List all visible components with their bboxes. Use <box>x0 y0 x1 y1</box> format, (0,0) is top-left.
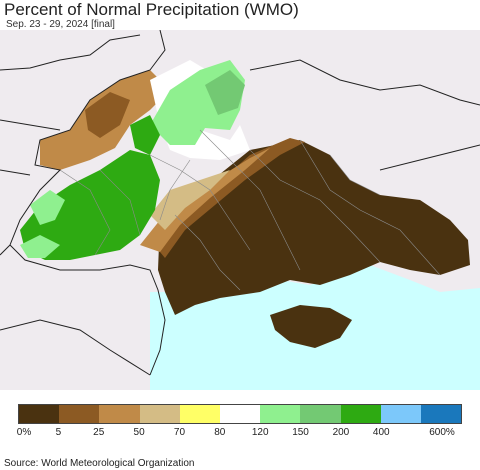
legend-tick-7: 150 <box>292 427 309 438</box>
legend-tick-1: 5 <box>55 427 62 438</box>
region-light-green-west2 <box>20 235 60 258</box>
color-legend <box>18 404 462 424</box>
region-green-west <box>20 150 160 260</box>
precipitation-map <box>0 30 480 390</box>
map-title: Percent of Normal Precipitation (WMO) <box>4 0 299 19</box>
legend-swatch-1 <box>59 405 100 423</box>
legend-tick-6: 120 <box>251 427 269 438</box>
legend-swatch-9 <box>380 405 421 423</box>
region-medium-green <box>205 70 245 115</box>
legend-swatch-7 <box>300 405 341 423</box>
data-source: Source: World Meteorological Organizatio… <box>4 458 195 469</box>
legend-tick-10: 600% <box>429 427 455 438</box>
legend-tick-labels: 0% 5 25 50 70 80 120 150 200 400 600% <box>0 427 480 441</box>
legend-swatch-8 <box>340 405 381 423</box>
legend-swatch-3 <box>139 405 180 423</box>
legend-swatch-4 <box>179 405 220 423</box>
region-brown-band <box>150 138 305 258</box>
legend-tick-4: 70 <box>173 427 186 438</box>
legend-tick-3: 50 <box>133 427 145 438</box>
legend-tick-5: 80 <box>214 427 226 438</box>
region-northwest-dark <box>85 92 130 138</box>
legend-tick-9: 400 <box>372 427 390 438</box>
legend-swatch-0 <box>19 405 60 423</box>
legend-swatch-2 <box>99 405 140 423</box>
legend-swatch-10 <box>420 405 462 423</box>
region-tan-band <box>140 148 270 252</box>
region-green-north <box>130 115 160 155</box>
legend-tick-2: 25 <box>93 427 105 438</box>
region-light-green-west <box>30 190 65 225</box>
legend-swatch-6 <box>260 405 301 423</box>
legend-tick-0: 0% <box>16 427 32 438</box>
map-date-range: Sep. 23 - 29, 2024 [final] <box>6 19 115 30</box>
legend-tick-8: 200 <box>332 427 350 438</box>
region-light-tan <box>150 170 230 230</box>
oblast-borders <box>59 129 441 291</box>
crimea <box>270 305 352 348</box>
legend-swatch-5 <box>219 405 261 423</box>
country-borders <box>0 30 480 376</box>
